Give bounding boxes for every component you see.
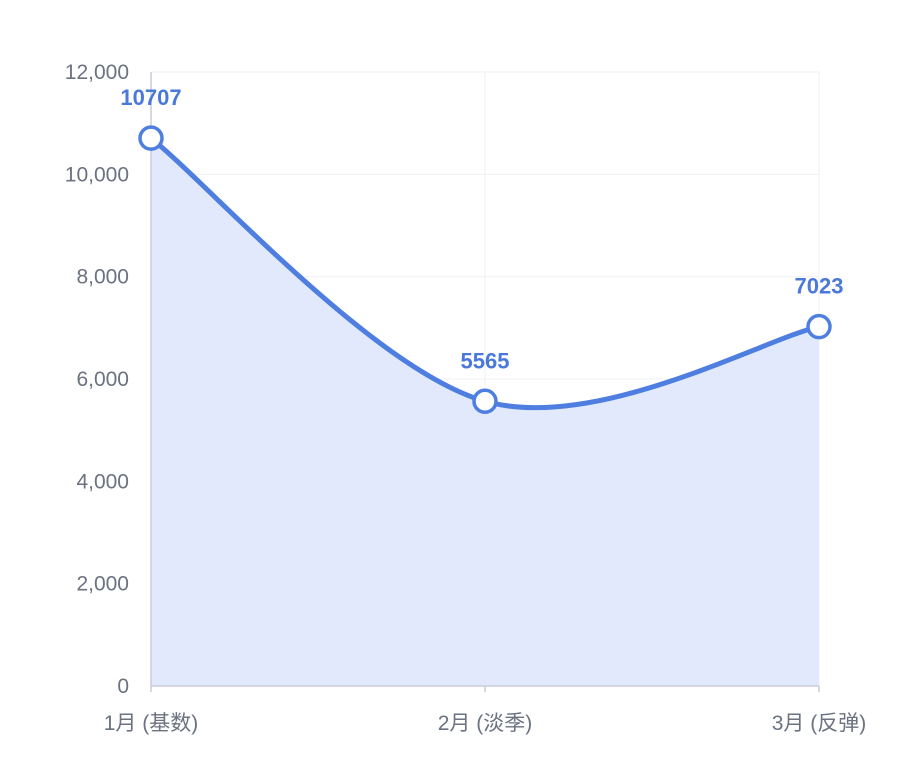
data-point[interactable] <box>138 125 164 151</box>
data-point[interactable] <box>472 388 498 415</box>
x-tick-label: 3月 (反弹) <box>772 712 867 735</box>
x-tick-label: 1月 (基数) <box>104 712 199 735</box>
y-tick-label: 6,000 <box>76 368 129 391</box>
x-tick-label: 2月 (淡季) <box>438 712 533 735</box>
data-label: 10707 <box>120 85 181 110</box>
y-tick-label: 12,000 <box>65 61 129 84</box>
y-tick-label: 4,000 <box>76 470 129 493</box>
y-tick-label: 10,000 <box>65 163 129 186</box>
y-tick-label: 0 <box>117 675 129 698</box>
y-tick-label: 2,000 <box>76 573 129 596</box>
data-label: 5565 <box>461 348 510 373</box>
y-tick-label: 8,000 <box>76 266 129 289</box>
data-label: 7023 <box>795 274 844 299</box>
data-point[interactable] <box>806 313 832 340</box>
